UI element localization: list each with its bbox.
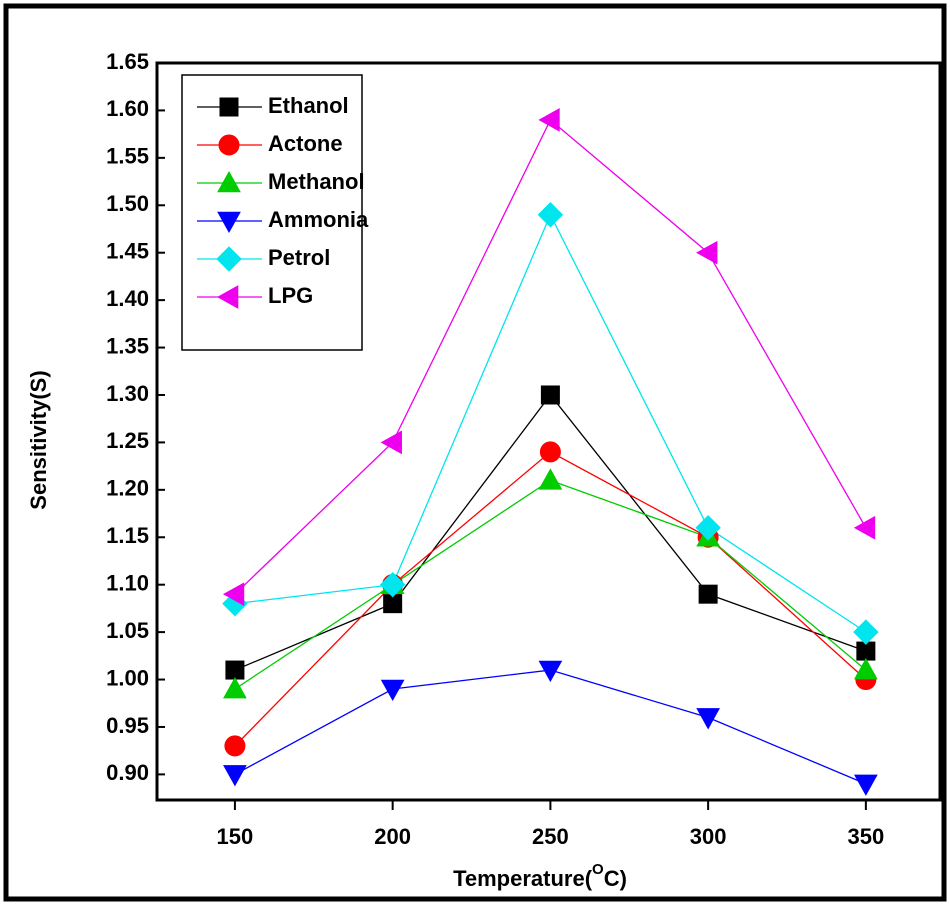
y-tick-label: 1.20 — [106, 476, 149, 501]
y-tick-label: 1.60 — [106, 96, 149, 121]
y-tick-label: 1.05 — [106, 618, 149, 643]
marker — [217, 211, 241, 234]
marker — [539, 441, 561, 463]
y-tick-label: 1.30 — [106, 381, 149, 406]
marker — [854, 658, 878, 680]
y-tick-label: 1.45 — [106, 239, 149, 264]
marker — [538, 108, 560, 132]
frame — [3, 3, 947, 902]
y-tick-label: 1.50 — [106, 191, 149, 216]
marker — [854, 774, 878, 796]
legend-label: Petrol — [268, 245, 330, 270]
marker — [853, 619, 879, 645]
y-tick-label: 1.55 — [106, 144, 149, 169]
marker — [698, 584, 718, 604]
x-axis-title-part: Temperature( — [453, 866, 593, 891]
x-tick-label: 200 — [374, 824, 411, 849]
y-axis-title: Sensitivity(S) — [26, 370, 51, 509]
series-line — [234, 479, 867, 690]
marker — [218, 134, 240, 156]
marker — [216, 285, 239, 309]
legend-label: Ethanol — [268, 93, 349, 118]
legend-label: LPG — [268, 283, 313, 308]
series-line — [234, 669, 867, 785]
legend-label: Ammonia — [268, 207, 369, 232]
x-tick-label: 150 — [217, 824, 254, 849]
y-tick-label: 1.25 — [106, 428, 149, 453]
legend-label: Methanol — [268, 169, 365, 194]
x-axis-title-part: C) — [604, 866, 627, 891]
marker — [224, 735, 246, 757]
y-tick-label: 1.10 — [106, 570, 149, 595]
legend-box — [181, 74, 363, 351]
y-tick-label: 0.95 — [106, 713, 149, 738]
marker — [379, 571, 406, 598]
marker — [695, 515, 721, 541]
marker — [223, 765, 247, 787]
marker — [696, 240, 718, 265]
series-line — [234, 451, 867, 747]
marker — [853, 515, 876, 540]
y-tick-label: 0.90 — [106, 760, 149, 785]
x-axis-title-sup: O — [592, 861, 604, 878]
x-axis-title: Temperature(OC) — [453, 861, 627, 891]
marker — [540, 385, 560, 405]
marker — [217, 170, 241, 193]
x-tick-label: 250 — [532, 824, 569, 849]
y-tick-label: 1.40 — [106, 286, 149, 311]
series-line — [234, 393, 867, 671]
marker — [537, 202, 564, 228]
marker — [380, 430, 402, 455]
y-tick-label: 1.15 — [106, 523, 149, 548]
marker — [380, 679, 405, 702]
x-tick-label: 300 — [690, 824, 727, 849]
y-tick-label: 1.35 — [106, 333, 149, 358]
marker — [696, 708, 720, 730]
marker — [538, 660, 563, 683]
legend-label: Actone — [268, 131, 343, 156]
plot-area — [155, 61, 942, 802]
marker — [219, 97, 239, 117]
y-tick-label: 1.00 — [106, 665, 149, 690]
y-tick-label: 1.65 — [106, 49, 149, 74]
marker — [216, 246, 242, 272]
marker — [222, 582, 245, 607]
marker — [223, 676, 247, 699]
marker — [225, 660, 245, 680]
x-tick-label: 350 — [848, 824, 885, 849]
marker — [538, 468, 563, 490]
